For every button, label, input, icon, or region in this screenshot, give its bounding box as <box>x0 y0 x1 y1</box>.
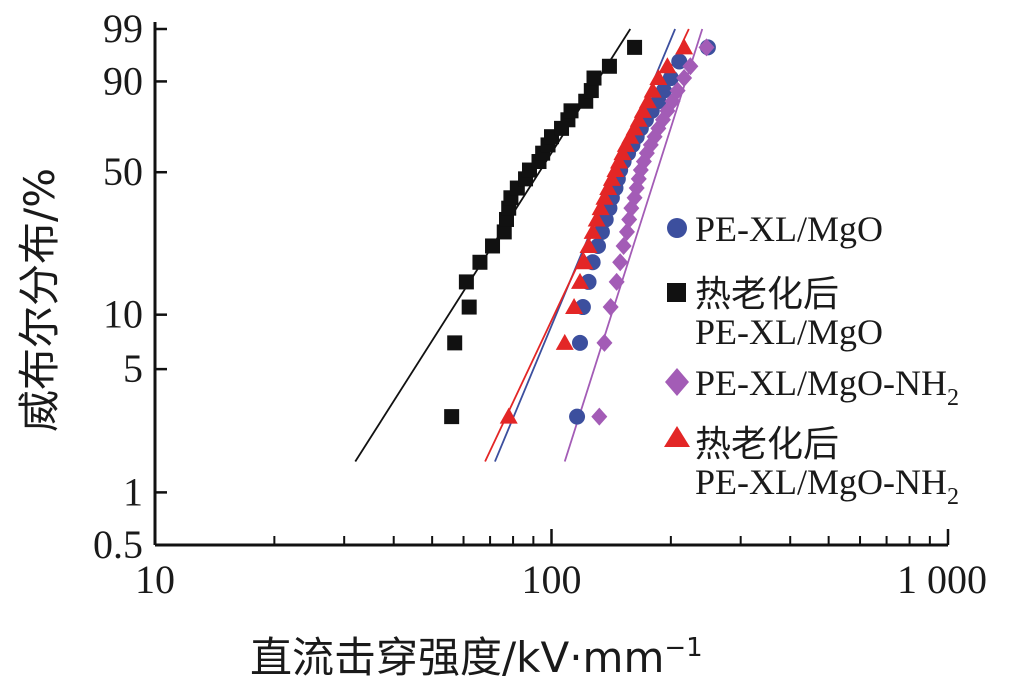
x-tick-label: 100 <box>522 557 582 602</box>
data-point-triangle <box>649 69 668 86</box>
legend-marker-triangle <box>664 426 690 447</box>
legend-label: PE-XL/MgO <box>695 209 883 249</box>
data-point-triangle <box>629 110 648 127</box>
data-point-triangle <box>610 152 629 169</box>
data-point-diamond <box>591 407 608 426</box>
data-point-triangle <box>499 407 518 424</box>
data-point-diamond <box>676 69 693 88</box>
data-point-triangle <box>587 210 606 227</box>
legend-item-pe-xl-mgo: PE-XL/MgO <box>667 209 883 249</box>
data-point-diamond <box>608 272 625 291</box>
data-point-triangle <box>583 222 602 239</box>
legend-label-line2: PE-XL/MgO <box>695 312 883 352</box>
data-point-triangle <box>575 253 594 270</box>
y-tick-label: 5 <box>123 346 143 391</box>
data-point-triangle <box>643 81 662 98</box>
data-point-square <box>485 238 501 254</box>
data-point-triangle <box>616 135 635 152</box>
legend-label: PE-XL/MgO-NH2 <box>695 363 959 411</box>
data-point-triangle <box>625 119 644 136</box>
legend: PE-XL/MgO 热老化后 PE-XL/MgO PE-XL/MgO-NH2 热… <box>664 209 959 510</box>
data-point-circle <box>572 334 589 351</box>
data-point-triangle <box>565 298 584 315</box>
legend-marker-square <box>667 283 686 302</box>
data-point-square <box>627 39 643 55</box>
data-point-triangle <box>591 199 610 216</box>
legend-item-aged-pe-xl-mgo-nh2: 热老化后 PE-XL/MgO-NH2 <box>664 424 959 510</box>
data-point-diamond <box>612 253 629 272</box>
data-point-circle <box>569 408 586 425</box>
data-point-square <box>458 274 474 290</box>
data-markers <box>444 38 716 426</box>
data-point-square <box>496 224 512 240</box>
data-point-triangle <box>571 272 590 289</box>
data-point-diamond <box>618 222 635 241</box>
data-point-triangle <box>675 38 694 55</box>
y-tick-label: 0.5 <box>93 522 143 567</box>
legend-item-pe-xl-mgo-nh2: PE-XL/MgO-NH2 <box>665 363 959 411</box>
data-point-triangle <box>579 236 598 253</box>
y-tick-label: 99 <box>103 6 143 51</box>
data-point-triangle <box>606 161 625 178</box>
data-point-circle <box>662 70 679 87</box>
x-axis-ticks: 10 100 1 000 <box>135 529 987 602</box>
data-point-diamond <box>596 333 613 352</box>
data-point-triangle <box>555 333 574 350</box>
y-tick-label: 10 <box>103 292 143 337</box>
data-point-diamond <box>698 38 715 57</box>
data-point-square <box>444 409 460 425</box>
data-point-triangle <box>595 188 614 205</box>
data-point-diamond <box>682 57 699 76</box>
legend-label-line1: 热老化后 <box>695 424 839 465</box>
legend-label-line2: PE-XL/MgO-NH2 <box>695 462 959 510</box>
data-point-triangle <box>638 92 657 109</box>
data-point-diamond <box>669 81 686 100</box>
data-point-diamond <box>615 236 632 255</box>
data-point-square <box>563 103 579 119</box>
data-point-triangle <box>633 101 652 118</box>
data-point-triangle <box>602 169 621 186</box>
y-tick-label: 1 <box>123 469 143 514</box>
data-point-square <box>498 211 514 227</box>
y-tick-label: 50 <box>103 149 143 194</box>
legend-marker-circle <box>667 218 687 238</box>
legend-marker-diamond <box>665 368 689 396</box>
data-point-square <box>601 58 617 74</box>
x-axis-title: 直流击穿强度/kV·mm−1 <box>250 633 703 682</box>
y-tick-label: 90 <box>103 58 143 103</box>
y-axis-title: 威布尔分布/% <box>15 168 64 432</box>
x-tick-label: 1 000 <box>897 557 987 602</box>
y-axis-ticks: 0.5 1 5 10 50 90 99 <box>93 6 167 567</box>
data-point-triangle <box>613 144 632 161</box>
x-tick-label: 10 <box>135 557 175 602</box>
data-point-square <box>583 83 599 99</box>
data-point-square <box>461 299 477 315</box>
data-point-triangle <box>599 179 618 196</box>
legend-item-aged-pe-xl-mgo: 热老化后 PE-XL/MgO <box>667 274 883 352</box>
data-point-diamond <box>602 298 619 317</box>
data-point-square <box>586 70 602 86</box>
legend-label-line1: 热老化后 <box>695 274 839 315</box>
data-point-diamond <box>646 127 663 146</box>
data-point-square <box>472 254 488 270</box>
data-point-square <box>447 335 463 351</box>
data-point-triangle <box>621 127 640 144</box>
data-point-triangle <box>658 57 677 74</box>
